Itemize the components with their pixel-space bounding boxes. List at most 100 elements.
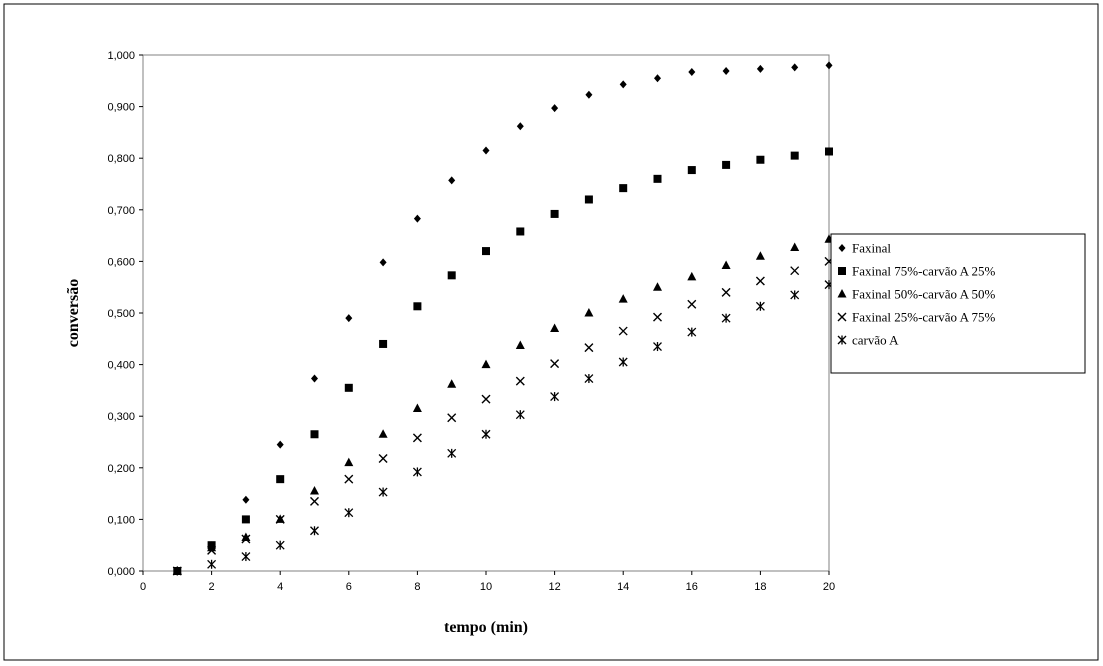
data-point — [515, 410, 525, 420]
series-2 — [173, 147, 833, 575]
x-tick-label: 2 — [209, 581, 215, 593]
data-point — [516, 227, 525, 236]
data-point — [618, 357, 628, 367]
data-point — [241, 534, 251, 544]
data-point — [447, 271, 456, 280]
y-tick-label: 0,800 — [107, 153, 135, 165]
legend-marker — [838, 267, 846, 275]
series-5 — [172, 280, 834, 576]
data-point — [654, 74, 661, 83]
data-point — [378, 429, 388, 438]
data-point — [756, 155, 765, 164]
data-point — [482, 146, 490, 155]
data-point — [722, 160, 731, 169]
series-4 — [172, 256, 834, 576]
data-point — [379, 339, 388, 348]
data-point — [653, 312, 662, 322]
data-point — [310, 430, 319, 439]
data-point — [207, 542, 217, 552]
data-point — [412, 403, 422, 412]
data-point — [653, 342, 662, 352]
data-point — [790, 242, 800, 251]
data-point — [653, 174, 662, 183]
y-tick-label: 0,100 — [107, 514, 135, 526]
legend-box — [830, 233, 1086, 374]
legend-marker — [838, 244, 846, 252]
data-point — [584, 195, 593, 204]
data-point — [721, 260, 731, 270]
data-point — [447, 379, 457, 388]
y-tick-label: 0,300 — [107, 411, 135, 423]
data-point — [755, 276, 765, 286]
data-point — [653, 282, 662, 291]
data-point — [584, 343, 594, 353]
legend-entry-label: carvão A — [852, 333, 899, 348]
x-tick-label: 10 — [480, 581, 492, 593]
x-axis: 0 2 4 6 8 10 12 14 16 18 20 — [140, 571, 835, 593]
data-point — [825, 61, 833, 70]
data-point — [448, 176, 456, 185]
x-tick-label: 16 — [686, 581, 698, 593]
legend-marker — [837, 335, 847, 345]
data-point — [344, 474, 354, 484]
data-point — [550, 359, 560, 369]
data-point — [756, 64, 764, 73]
data-point — [551, 104, 559, 113]
data-point — [688, 68, 696, 77]
x-tick-label: 12 — [548, 581, 560, 593]
data-point — [481, 429, 491, 439]
data-point — [755, 301, 765, 311]
data-point — [172, 566, 182, 576]
y-tick-label: 0,600 — [107, 256, 135, 268]
data-point — [241, 515, 250, 524]
legend: Faxinal Faxinal 75%-carvão A 25% Faxinal 5… — [830, 233, 1086, 374]
data-point — [721, 313, 731, 323]
data-point — [790, 266, 800, 276]
data-point — [825, 147, 833, 156]
x-tick-label: 6 — [346, 581, 352, 593]
data-point — [275, 514, 285, 524]
x-tick-label: 14 — [617, 581, 629, 593]
x-tick-label: 4 — [277, 581, 283, 593]
data-point — [344, 383, 353, 392]
data-point — [584, 308, 594, 317]
data-point — [207, 559, 217, 569]
y-axis: 0,000 0,100 0,200 0,300 0,400 0,500 0,600 0,700… — [107, 50, 143, 578]
scatter-chart: 0,000 0,100 0,200 0,300 0,400 0,500 0,600 0,700… — [65, 50, 1086, 636]
legend-entry-label: Faxinal 50%-carvão A 50% — [852, 287, 995, 302]
data-point — [722, 66, 730, 75]
data-point — [310, 486, 319, 495]
data-point — [618, 326, 628, 336]
data-point — [481, 394, 491, 404]
plot-area — [142, 54, 830, 572]
y-axis-title: conversão — [65, 279, 82, 347]
data-point — [241, 532, 251, 541]
data-point — [550, 209, 559, 218]
x-axis-title: tempo (min) — [444, 619, 528, 636]
data-point — [310, 526, 319, 536]
y-tick-label: 0,400 — [107, 360, 135, 372]
data-point — [207, 545, 217, 555]
data-point — [687, 271, 697, 281]
legend-marker — [837, 312, 847, 322]
x-tick-label: 0 — [140, 581, 146, 593]
data-point — [550, 323, 560, 332]
data-point — [755, 251, 765, 260]
data-point — [515, 376, 525, 386]
data-point — [790, 151, 799, 160]
data-point — [378, 487, 388, 497]
legend-entry-label: Faxinal 75%-carvão A 25% — [852, 264, 995, 279]
data-point — [550, 392, 560, 402]
y-tick-label: 1,000 — [107, 50, 135, 62]
legend-entry-label: Faxinal — [852, 241, 891, 256]
legend-entry-label: Faxinal 25%-carvão A 75% — [852, 310, 995, 325]
legend-marker — [837, 289, 847, 298]
data-point — [585, 90, 593, 99]
data-marks — [172, 61, 834, 576]
data-point — [584, 374, 594, 384]
y-tick-label: 0,500 — [107, 308, 135, 320]
data-point — [379, 258, 387, 267]
data-point — [687, 299, 697, 309]
data-point — [311, 374, 318, 383]
